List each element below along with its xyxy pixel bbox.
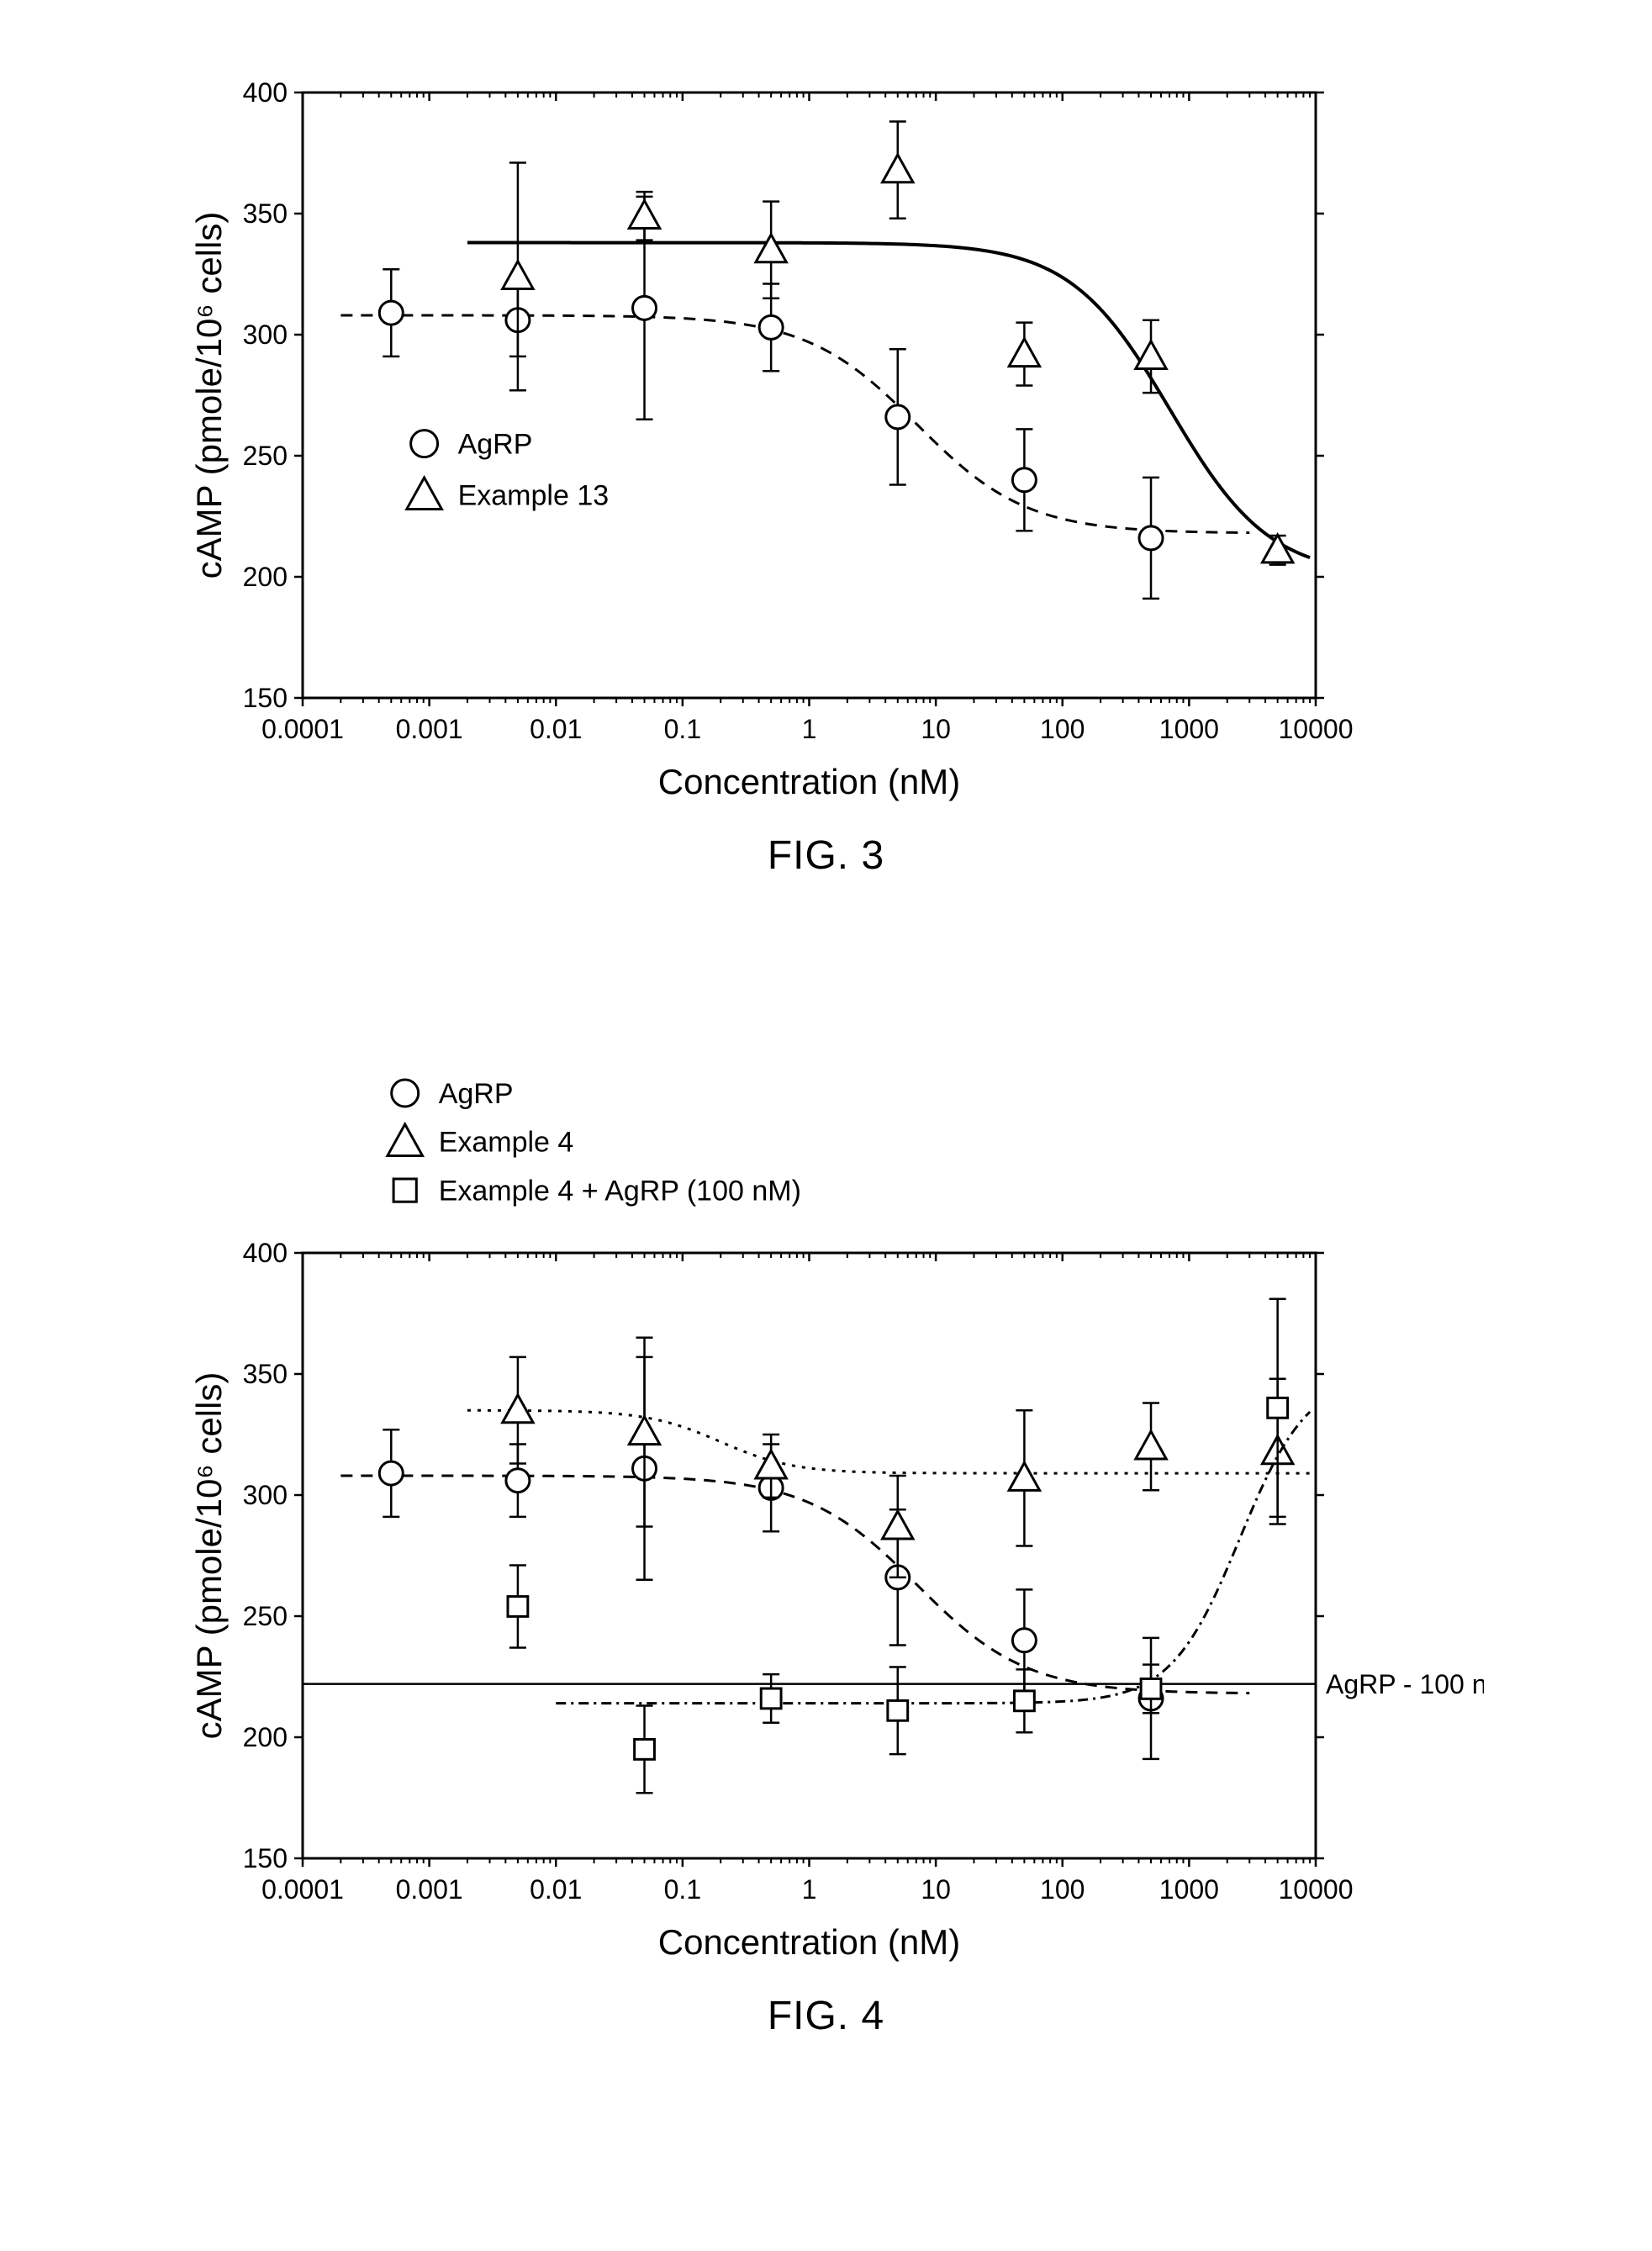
svg-text:250: 250 <box>243 441 288 471</box>
svg-text:100: 100 <box>1040 1874 1085 1905</box>
svg-text:0.01: 0.01 <box>530 714 582 744</box>
svg-text:1: 1 <box>802 1874 817 1905</box>
figure-3-chart: 0.0001 0.001 0.01 0.1 1 10 100 1000 10000 150 200 2… <box>168 67 1484 824</box>
svg-text:Example 4 + AgRP (100 nM): Example 4 + AgRP (100 nM) <box>439 1176 801 1207</box>
svg-text:150: 150 <box>243 1843 288 1873</box>
svg-text:0.001: 0.001 <box>396 1874 463 1905</box>
svg-text:AgRP: AgRP <box>439 1078 514 1110</box>
figure-3-caption: FIG. 3 <box>168 832 1484 879</box>
svg-text:AgRP - 100 nM: AgRP - 100 nM <box>1326 1669 1484 1699</box>
figure-4-chart: 0.0001 0.001 0.01 0.1 1 10 100 1000 10000 150 200 2… <box>168 1228 1484 1984</box>
svg-text:0.0001: 0.0001 <box>261 1874 344 1905</box>
svg-text:0.1: 0.1 <box>664 714 701 744</box>
svg-text:200: 200 <box>243 1722 288 1752</box>
svg-text:10000: 10000 <box>1279 1874 1354 1905</box>
svg-text:400: 400 <box>243 77 288 108</box>
svg-text:300: 300 <box>243 320 288 350</box>
svg-text:300: 300 <box>243 1480 288 1510</box>
svg-text:10: 10 <box>921 1874 951 1905</box>
svg-text:350: 350 <box>243 198 288 229</box>
svg-text:0.1: 0.1 <box>664 1874 701 1905</box>
svg-text:250: 250 <box>243 1601 288 1631</box>
figure-4-legend: AgRP Example 4 Example 4 + AgRP (100 nM) <box>168 1059 1484 1228</box>
figure-4-block: AgRP Example 4 Example 4 + AgRP (100 nM) 0… <box>168 1059 1484 2039</box>
svg-text:1: 1 <box>802 714 817 744</box>
svg-text:Concentration (nM): Concentration (nM) <box>658 1922 960 1962</box>
svg-text:10000: 10000 <box>1279 714 1354 744</box>
svg-text:Example 4: Example 4 <box>439 1127 574 1159</box>
page: 0.0001 0.001 0.01 0.1 1 10 100 1000 10000 150 200 2… <box>0 0 1652 2251</box>
svg-text:150: 150 <box>243 683 288 713</box>
svg-text:0.001: 0.001 <box>396 714 463 744</box>
svg-text:1000: 1000 <box>1159 714 1219 744</box>
svg-text:1000: 1000 <box>1159 1874 1219 1905</box>
svg-text:AgRP: AgRP <box>458 429 533 461</box>
svg-text:Concentration (nM): Concentration (nM) <box>658 762 960 801</box>
svg-text:350: 350 <box>243 1359 288 1389</box>
svg-text:Example 13: Example 13 <box>458 480 610 512</box>
svg-text:10: 10 <box>921 714 951 744</box>
svg-text:400: 400 <box>243 1238 288 1268</box>
svg-text:0.01: 0.01 <box>530 1874 582 1905</box>
svg-text:100: 100 <box>1040 714 1085 744</box>
svg-text:0.0001: 0.0001 <box>261 714 344 744</box>
figure-3-block: 0.0001 0.001 0.01 0.1 1 10 100 1000 10000 150 200 2… <box>168 67 1484 879</box>
figure-4-caption: FIG. 4 <box>168 1993 1484 2039</box>
svg-text:cAMP (pmole/10⁶ cells): cAMP (pmole/10⁶ cells) <box>189 212 229 579</box>
svg-text:cAMP (pmole/10⁶ cells): cAMP (pmole/10⁶ cells) <box>189 1372 229 1740</box>
svg-text:200: 200 <box>243 562 288 592</box>
